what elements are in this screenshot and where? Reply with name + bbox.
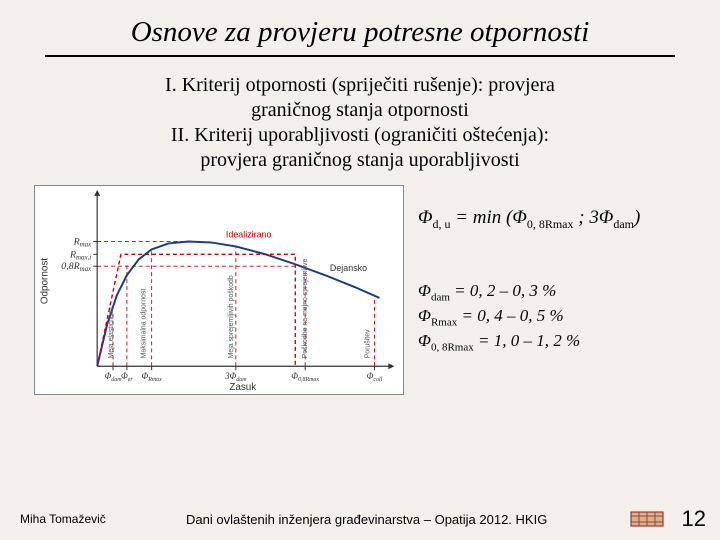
f-lhs-sub: d, u <box>432 217 450 231</box>
svg-text:Φcoll: Φcoll <box>367 371 383 383</box>
svg-text:Dejansko: Dejansko <box>330 263 367 273</box>
f-close: ) <box>634 207 640 228</box>
right-column: Φd, u = min (Φ0, 8Rmax ; 3Φdam) Φdam = 0… <box>418 185 720 356</box>
governing-formula: Φd, u = min (Φ0, 8Rmax ; 3Φdam) <box>418 207 720 232</box>
svg-text:Porušitev: Porušitev <box>365 329 372 358</box>
conference-text: Dani ovlaštenih inženjera građevinarstva… <box>186 512 547 527</box>
f-eq: = min ( <box>450 207 512 228</box>
svg-text:Poškodbe na mejno sprejemljive: Poškodbe na mejno sprejemljive <box>302 259 309 359</box>
r3-sub: 0, 8Rmax <box>431 342 474 354</box>
criteria-line-1: I. Kriterij otpornosti (spriječiti rušen… <box>95 73 625 98</box>
criteria-line-3: II. Kriterij uporabljivosti (ograničiti … <box>95 123 625 148</box>
slide-title: Osnove za provjeru potresne otpornosti <box>0 0 720 55</box>
r2-sub: Rmax <box>431 316 457 328</box>
f-t2-sym: Φ <box>599 207 613 228</box>
svg-text:Idealizirano: Idealizirano <box>226 230 272 240</box>
r2-val: = 0, 4 – 0, 5 % <box>457 306 563 325</box>
page-number: 12 <box>682 506 706 532</box>
r3-val: = 1, 0 – 1, 2 % <box>474 331 580 350</box>
r1-val: = 0, 2 – 0, 3 % <box>450 281 556 300</box>
f-lhs-sym: Φ <box>418 207 432 228</box>
r2-sym: Φ <box>418 306 431 325</box>
slide-footer: Miha Tomaževič Dani ovlaštenih inženjera… <box>0 512 720 526</box>
svg-text:0,8Rmax: 0,8Rmax <box>61 261 92 273</box>
svg-text:Φ0,8Rmax: Φ0,8Rmax <box>291 371 319 383</box>
title-underline <box>45 55 675 57</box>
chart-svg: RmaxRmax,i0,8RmaxΦdamΦerΦRmax3ΦdamΦ0,8Rm… <box>35 186 403 394</box>
author-name: Miha Tomaževič <box>0 512 106 526</box>
svg-text:Meja elastičnosti: Meja elastičnosti <box>108 307 115 359</box>
svg-text:Φdam: Φdam <box>105 371 123 383</box>
ranges-block: Φdam = 0, 2 – 0, 3 % ΦRmax = 0, 4 – 0, 5… <box>418 280 720 356</box>
criteria-line-4: provjera graničnog stanja uporabljivosti <box>95 148 625 173</box>
range-08rmax: Φ0, 8Rmax = 1, 0 – 1, 2 % <box>418 330 720 355</box>
f-t1-sym: Φ <box>512 207 526 228</box>
f-sep: ; 3 <box>574 207 599 228</box>
r3-sym: Φ <box>418 331 431 350</box>
svg-text:Φer: Φer <box>121 371 133 383</box>
svg-text:Zasuk: Zasuk <box>229 382 256 393</box>
r1-sym: Φ <box>418 281 431 300</box>
svg-text:ΦRmax: ΦRmax <box>141 371 162 383</box>
r1-sub: dam <box>431 291 450 303</box>
range-dam: Φdam = 0, 2 – 0, 3 % <box>418 280 720 305</box>
svg-text:Rmax: Rmax <box>73 236 93 248</box>
svg-text:Meja sprejemljivih poškodb: Meja sprejemljivih poškodb <box>228 275 235 358</box>
content-row: RmaxRmax,i0,8RmaxΦdamΦerΦRmax3ΦdamΦ0,8Rm… <box>0 185 720 395</box>
svg-text:Rmax,i: Rmax,i <box>69 249 91 261</box>
range-rmax: ΦRmax = 0, 4 – 0, 5 % <box>418 305 720 330</box>
hkig-logo <box>630 509 664 529</box>
criteria-line-2: graničnog stanja otpornosti <box>95 98 625 123</box>
svg-text:Odpornost: Odpornost <box>40 258 51 304</box>
f-t1-sub: 0, 8Rmax <box>527 217 574 231</box>
f-t2-sub: dam <box>613 217 634 231</box>
svg-text:Maksimalna odpornost: Maksimalna odpornost <box>141 289 148 359</box>
criteria-block: I. Kriterij otpornosti (spriječiti rušen… <box>95 73 625 173</box>
resistance-chart: RmaxRmax,i0,8RmaxΦdamΦerΦRmax3ΦdamΦ0,8Rm… <box>34 185 404 395</box>
